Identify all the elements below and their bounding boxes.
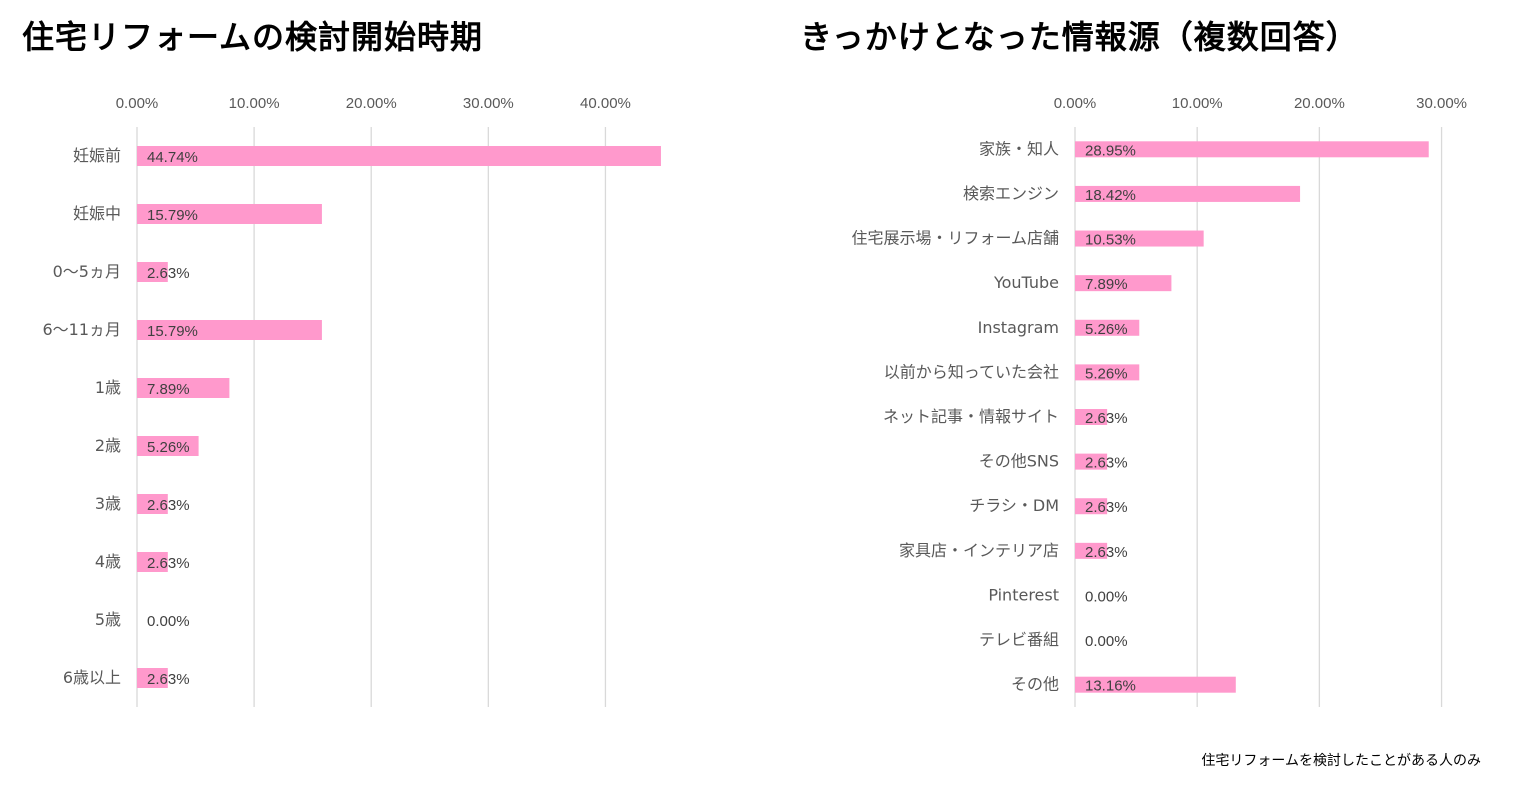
category-label: Instagram [978,318,1059,337]
data-label: 2.63% [1085,455,1128,472]
chart-title-start-timing: 住宅リフォームの検討開始時期 [22,18,484,56]
data-label: 2.63% [147,671,190,688]
data-label: 2.63% [147,555,190,572]
category-label: テレビ番組 [979,630,1059,649]
data-label: 2.63% [1085,410,1128,427]
category-label: 3歳 [95,494,121,513]
bar [1075,453,1108,470]
bar [1075,364,1140,381]
x-tick-label: 30.00% [1416,95,1467,112]
category-label: 以前から知っていた会社 [884,362,1059,381]
data-label: 2.63% [1085,499,1128,516]
bar [1075,141,1429,158]
category-label: 検索エンジン [963,184,1059,203]
category-label: 家族・知人 [979,139,1059,158]
bar [137,262,168,282]
category-label: 6歳以上 [63,668,121,687]
bar [1075,676,1236,693]
category-label: 妊娠前 [73,146,121,165]
data-label: 28.95% [1085,142,1136,159]
category-label: 6〜11ヵ月 [42,320,121,339]
category-label: 1歳 [95,378,121,397]
bar [137,320,322,340]
data-label: 5.26% [1085,365,1128,382]
x-tick-label: 20.00% [346,95,397,112]
category-label: 住宅展示場・リフォーム店舗 [851,229,1059,248]
data-label: 5.26% [1085,321,1128,338]
data-label: 2.63% [147,265,190,282]
x-tick-label: 20.00% [1294,95,1345,112]
footnote: 住宅リフォームを検討したことがある人のみ [1201,753,1481,769]
category-label: 家具店・インテリア店 [899,541,1059,560]
data-label: 18.42% [1085,187,1136,204]
category-label: チラシ・DM [969,496,1059,515]
data-label: 7.89% [147,381,190,398]
bar [1075,542,1108,559]
bar [137,204,322,224]
x-tick-label: 10.00% [1172,95,1223,112]
category-label: 4歳 [95,552,121,571]
bar [1075,319,1140,336]
bar [1075,409,1108,425]
category-label: YouTube [993,273,1059,292]
category-label: 妊娠中 [73,204,121,223]
data-label: 5.26% [147,439,190,456]
data-label: 2.63% [1085,544,1128,561]
x-tick-label: 30.00% [463,95,514,112]
category-label: ネット記事・情報サイト [883,407,1059,426]
bar [137,146,661,166]
bar [1075,230,1204,247]
bar [137,668,168,688]
category-label: 2歳 [95,436,121,455]
data-label: 15.79% [147,323,198,340]
bar [1075,185,1301,202]
category-label: 0〜5ヵ月 [53,262,121,281]
data-label: 44.74% [147,149,198,166]
bar [137,436,199,456]
x-tick-label: 0.00% [116,95,159,112]
x-tick-label: 10.00% [229,95,280,112]
x-tick-label: 40.00% [580,95,631,112]
category-label: その他 [1011,675,1059,694]
start-timing-bar-chart: 0.00% 10.00% 20.00% 30.00% 40.00% 妊娠前 44.74% 妊娠… [42,95,661,707]
bar [1075,275,1172,292]
data-label: 10.53% [1085,232,1136,249]
category-label: Pinterest [988,585,1059,604]
data-label: 0.00% [1085,588,1128,605]
data-label: 0.00% [1085,633,1128,650]
bar [137,552,168,572]
data-label: 2.63% [147,497,190,514]
bar [137,378,230,398]
data-label: 0.00% [147,613,190,630]
data-label: 15.79% [147,207,198,224]
bar [137,494,168,514]
data-label: 7.89% [1085,276,1128,293]
info-source-bar-chart: 0.00% 10.00% 20.00% 30.00% 家族・知人 28.95% 検索エンジン… [851,95,1467,707]
category-label: その他SNS [979,452,1059,471]
chart-title-info-source: きっかけとなった情報源（複数回答） [800,18,1359,56]
category-label: 5歳 [95,610,121,629]
data-label: 13.16% [1085,678,1136,695]
bar [1075,498,1108,515]
x-tick-label: 0.00% [1054,95,1097,112]
